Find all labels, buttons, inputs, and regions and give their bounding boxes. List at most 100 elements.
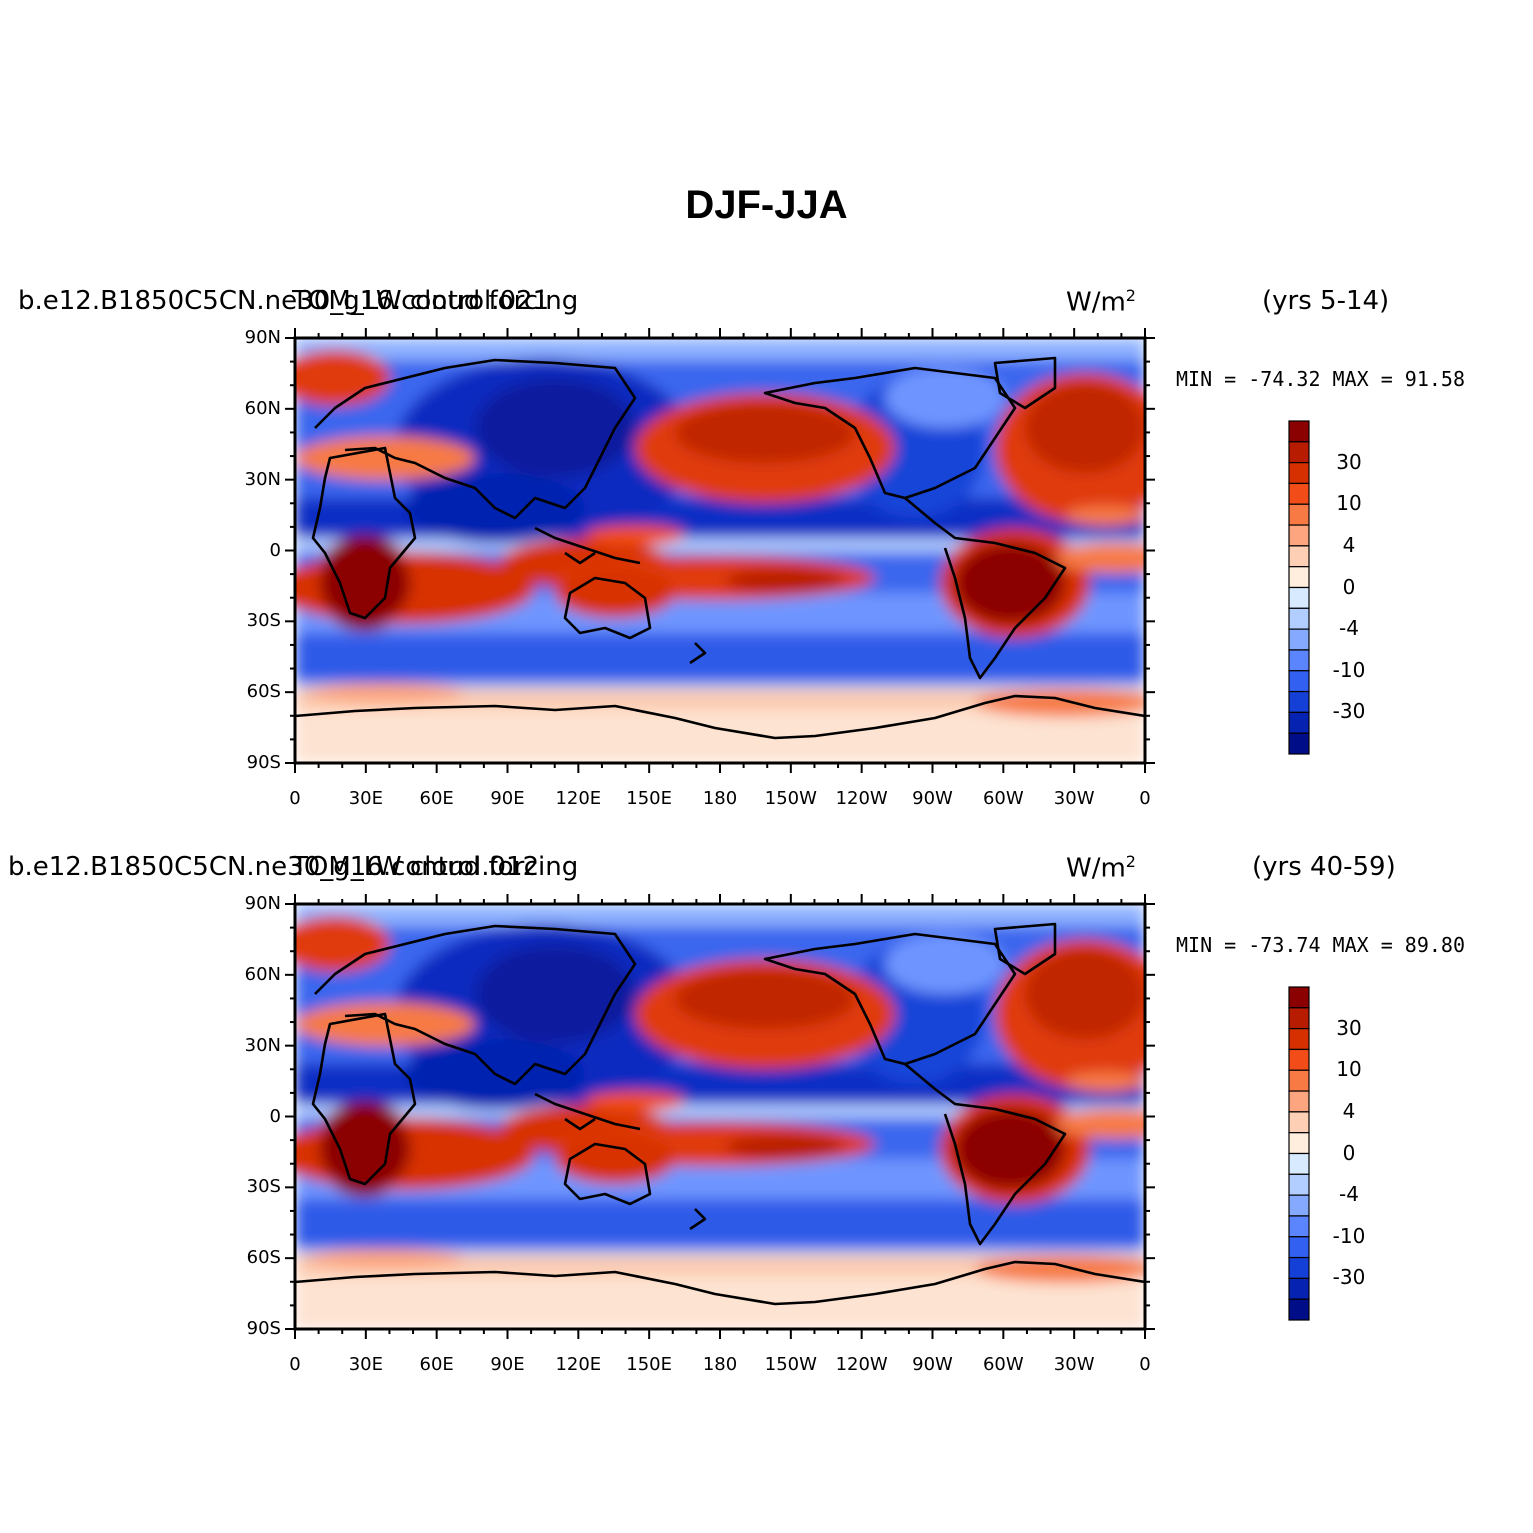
lon-tick-label: 0 xyxy=(1139,788,1151,809)
colorbar-label: 0 xyxy=(1342,1140,1356,1165)
lat-tick-label: 60S xyxy=(246,681,281,703)
lon-tick-label: 30E xyxy=(348,1354,383,1375)
colorbar-swatch xyxy=(1288,503,1310,526)
lon-tick-label: 30E xyxy=(348,788,383,809)
colorbar-swatch xyxy=(1288,1111,1310,1134)
panel1-units-sup: 2 xyxy=(1125,286,1136,305)
colorbar-swatch xyxy=(1288,711,1310,734)
colorbar-swatch xyxy=(1288,1256,1310,1279)
lon-tick-label: 90E xyxy=(490,1354,525,1375)
panel1-minmax: MIN = -74.32 MAX = 91.58 xyxy=(1176,367,1465,391)
lon-tick-label: 90E xyxy=(490,788,525,809)
colorbar-swatch xyxy=(1288,1173,1310,1196)
lat-tick-label: 60N xyxy=(244,963,281,985)
colorbar-swatch xyxy=(1288,420,1310,443)
colorbar-swatch xyxy=(1288,1215,1310,1238)
colorbar-swatch xyxy=(1288,607,1310,630)
lon-tick-label: 180 xyxy=(702,788,738,809)
lon-tick-label: 0 xyxy=(289,788,301,809)
lat-tick-label: 90S xyxy=(246,1318,281,1339)
colorbar-label: 30 xyxy=(1336,449,1362,474)
lon-tick-label: 60W xyxy=(982,788,1024,809)
colorbar-label: -30 xyxy=(1332,699,1366,724)
colorbar-label: 0 xyxy=(1342,574,1356,599)
lon-tick-label: 30W xyxy=(1053,1354,1095,1375)
lon-tick-label: 150W xyxy=(764,788,817,809)
colorbar-label: -10 xyxy=(1332,1223,1366,1248)
lon-tick-label: 30W xyxy=(1053,788,1095,809)
colorbar-swatch xyxy=(1288,986,1310,1009)
lon-tick-label: 0 xyxy=(1139,1354,1151,1375)
colorbar-label: 10 xyxy=(1336,491,1362,516)
colorbar-swatch xyxy=(1288,1152,1310,1175)
lon-tick-label: 60W xyxy=(982,1354,1024,1375)
lat-tick-label: 0 xyxy=(269,539,281,561)
colorbar-swatch xyxy=(1288,1007,1310,1030)
panel2-units-base: W/m xyxy=(1066,853,1126,884)
colorbar-swatch xyxy=(1288,1132,1310,1155)
lon-tick-label: 120W xyxy=(835,1354,888,1375)
lat-tick-label: 30S xyxy=(246,610,281,632)
colorbar-label: -4 xyxy=(1339,1182,1359,1207)
colorbar-label: -10 xyxy=(1332,657,1366,682)
lon-tick-label: 150W xyxy=(764,1354,817,1375)
panel1-variable-label: TOM_LW cloud forcing xyxy=(292,286,579,316)
colorbar-swatch xyxy=(1288,462,1310,485)
colorbar-swatch xyxy=(1288,732,1310,755)
lon-tick-label: 120E xyxy=(555,1354,602,1375)
panel2-units-sup: 2 xyxy=(1125,852,1136,871)
lon-tick-label: 120E xyxy=(555,788,602,809)
colorbar-swatch xyxy=(1288,545,1310,568)
panel1-units: W/m2 xyxy=(1066,286,1136,318)
panel2-case-a-label: b.e12.B1850C5CN.ne30_g16.control.012 xyxy=(8,852,540,882)
colorbar-label: 30 xyxy=(1336,1015,1362,1040)
colorbar-swatch xyxy=(1288,1048,1310,1071)
lat-tick-label: 0 xyxy=(269,1105,281,1127)
colorbar-label: 10 xyxy=(1336,1057,1362,1082)
lat-tick-label: 60S xyxy=(246,1247,281,1269)
colorbar-swatch xyxy=(1288,441,1310,464)
lat-tick-label: 30S xyxy=(246,1176,281,1198)
colorbar-label: -4 xyxy=(1339,616,1359,641)
lon-tick-label: 150E xyxy=(626,788,673,809)
panel2-units: W/m2 xyxy=(1066,852,1136,884)
page-title: DJF-JJA xyxy=(685,183,848,227)
lat-tick-label: 90N xyxy=(244,893,281,914)
lat-tick-label: 90N xyxy=(244,327,281,348)
colorbar-swatch xyxy=(1288,482,1310,505)
lat-tick-label: 60N xyxy=(244,397,281,419)
colorbar-swatch xyxy=(1288,628,1310,651)
lat-tick-label: 30N xyxy=(244,1034,281,1056)
panel2-minmax: MIN = -73.74 MAX = 89.80 xyxy=(1176,933,1465,957)
colorbar-swatch xyxy=(1288,524,1310,547)
colorbar-swatch xyxy=(1288,1277,1310,1300)
colorbar-label: 4 xyxy=(1342,1098,1356,1123)
lon-tick-label: 180 xyxy=(702,1354,738,1375)
panel2-years: (yrs 40-59) xyxy=(1252,852,1396,882)
lon-tick-label: 120W xyxy=(835,788,888,809)
lon-tick-label: 60E xyxy=(419,1354,454,1375)
panel1-map-field xyxy=(295,338,1145,763)
lon-tick-label: 60E xyxy=(419,788,454,809)
lat-tick-label: 30N xyxy=(244,468,281,490)
lon-tick-label: 90W xyxy=(912,1354,953,1375)
colorbar-swatch xyxy=(1288,1236,1310,1259)
panel1-years: (yrs 5-14) xyxy=(1262,286,1390,316)
colorbar-swatch xyxy=(1288,1298,1310,1321)
lat-tick-label: 90S xyxy=(246,752,281,773)
colorbar-swatch xyxy=(1288,1028,1310,1051)
colorbar-label: 4 xyxy=(1342,532,1356,557)
colorbar-label: -30 xyxy=(1332,1265,1366,1290)
colorbar-swatch xyxy=(1288,586,1310,609)
lon-tick-label: 0 xyxy=(289,1354,301,1375)
panel1-units-base: W/m xyxy=(1066,287,1126,318)
lon-tick-label: 150E xyxy=(626,1354,673,1375)
panel1-case-a-label: b.e12.B1850C5CN.ne30_g16.control.021 xyxy=(18,286,550,316)
panel2-map-field xyxy=(295,904,1145,1329)
colorbar-swatch xyxy=(1288,690,1310,713)
lon-tick-label: 90W xyxy=(912,788,953,809)
colorbar-swatch xyxy=(1288,1090,1310,1113)
colorbar-swatch xyxy=(1288,566,1310,589)
colorbar-swatch xyxy=(1288,649,1310,672)
